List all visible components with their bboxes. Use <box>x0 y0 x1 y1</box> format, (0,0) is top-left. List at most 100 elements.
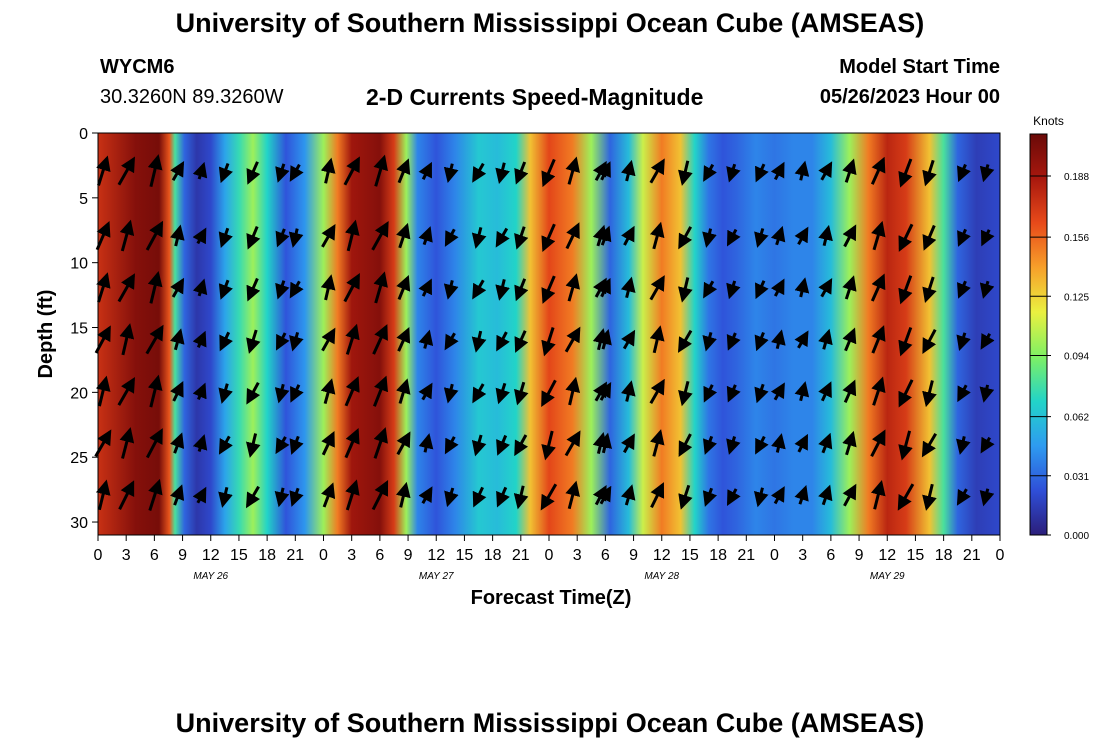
current-vector-arrow <box>218 435 233 455</box>
current-vector-arrow <box>649 221 665 250</box>
colorbar-tick-label: 0.000 <box>1064 531 1089 542</box>
current-vector-arrow <box>192 278 208 297</box>
current-vector-arrow <box>396 222 411 249</box>
current-vector-arrow <box>289 435 304 455</box>
current-vector-arrow <box>870 273 886 302</box>
current-vector-arrow <box>980 333 995 350</box>
current-vector-arrow <box>540 483 558 511</box>
current-vector-arrow <box>871 220 886 251</box>
current-vector-arrow <box>321 223 336 248</box>
current-vector-arrow <box>754 331 769 352</box>
current-vector-arrow <box>148 478 163 511</box>
current-vector-arrow <box>245 485 261 509</box>
current-vector-arrow <box>755 163 769 183</box>
current-vector-arrow <box>898 223 914 252</box>
current-vector-arrow <box>565 156 580 185</box>
current-vector-arrow <box>145 324 164 355</box>
colorbar: Knots 0.000 0.031 0.062 0.094 0.125 0.156 0.188 <box>1029 114 1089 542</box>
current-vector-arrow <box>771 433 786 453</box>
current-vector-arrow <box>472 486 487 508</box>
current-vector-arrow <box>373 154 388 187</box>
current-vector-arrow <box>371 480 389 511</box>
speed-field <box>98 133 1000 535</box>
current-vector-arrow <box>794 485 809 505</box>
current-vector-arrow <box>418 433 434 453</box>
current-vector-arrow <box>170 224 185 247</box>
current-vector-arrow <box>443 163 459 184</box>
current-vector-arrow <box>621 225 635 246</box>
current-vector-arrow <box>922 276 937 304</box>
day-label: MAY 27 <box>419 571 454 582</box>
current-vector-arrow <box>620 484 636 506</box>
current-vector-arrow <box>754 228 769 248</box>
current-vector-arrow <box>118 480 135 510</box>
x-tick-label: 9 <box>629 547 638 564</box>
current-vector-arrow <box>192 330 207 349</box>
current-vector-arrow <box>514 161 529 185</box>
current-vector-arrow <box>649 158 665 184</box>
current-vector-arrow <box>289 280 304 299</box>
colorbar-tick-label: 0.156 <box>1064 233 1089 244</box>
current-vector-arrow <box>274 383 290 404</box>
current-vector-arrow <box>192 434 208 452</box>
current-vectors <box>94 154 995 511</box>
x-tick-label: 18 <box>258 547 276 564</box>
x-tick-label: 0 <box>996 547 1005 564</box>
current-vector-arrow <box>842 224 857 248</box>
current-vector-arrow <box>794 381 810 402</box>
current-vector-arrow <box>979 280 995 299</box>
x-tick-label: 21 <box>286 547 304 564</box>
x-tick-label: 9 <box>855 547 864 564</box>
current-vector-arrow <box>565 222 580 250</box>
current-vector-arrow <box>564 326 581 353</box>
current-vector-arrow <box>418 382 433 401</box>
current-vector-arrow <box>755 280 769 300</box>
current-vector-arrow <box>289 487 304 507</box>
current-vector-arrow <box>794 277 810 298</box>
current-vector-arrow <box>818 224 833 247</box>
current-vector-arrow <box>979 488 995 507</box>
current-vector-arrow <box>275 163 290 183</box>
current-vector-arrow <box>702 331 717 352</box>
current-vector-arrow <box>922 224 937 251</box>
current-vector-arrow <box>541 223 556 252</box>
current-vector-arrow <box>96 272 111 303</box>
x-tick-label: 6 <box>150 547 159 564</box>
current-vector-arrow <box>957 280 971 299</box>
current-vector-arrow <box>345 323 360 355</box>
current-vector-arrow <box>649 429 665 457</box>
current-vector-arrow <box>597 485 612 505</box>
current-vector-arrow <box>344 376 360 407</box>
current-vector-arrow <box>771 329 786 350</box>
current-vector-arrow <box>513 485 529 510</box>
x-axis: 0 3 6 9 12 15 18 21 0 3 6 9 12 15 18 21 0 3 6 9 12 15 18 21 0 3 6 9… <box>94 535 1005 582</box>
current-vector-arrow <box>321 327 336 352</box>
current-vector-arrow <box>321 482 336 508</box>
current-vector-arrow <box>373 375 388 407</box>
current-vector-arrow <box>956 436 971 455</box>
current-vector-arrow <box>192 382 207 400</box>
current-vector-arrow <box>703 163 718 182</box>
current-vector-arrow <box>396 275 411 300</box>
current-vector-arrow <box>418 226 433 246</box>
chart-title: University of Southern Mississippi Ocean… <box>175 8 925 38</box>
current-vector-arrow <box>496 486 510 508</box>
current-vector-arrow <box>170 484 185 506</box>
current-vector-arrow <box>753 487 769 508</box>
current-vector-arrow <box>794 330 809 349</box>
current-vector-arrow <box>649 275 665 301</box>
current-vector-arrow <box>320 274 336 301</box>
current-vector-arrow <box>496 434 510 456</box>
current-vector-arrow <box>218 383 233 404</box>
current-vector-arrow <box>496 331 510 352</box>
x-tick-label: 9 <box>178 547 187 564</box>
current-vector-arrow <box>677 329 693 353</box>
current-vector-arrow <box>344 428 360 459</box>
current-vector-arrow <box>564 430 581 457</box>
current-vector-arrow <box>514 330 529 353</box>
current-vector-arrow <box>495 382 510 405</box>
current-vector-arrow <box>321 430 335 456</box>
x-tick-label: 18 <box>709 547 727 564</box>
current-vector-arrow <box>678 433 693 457</box>
current-vector-arrow <box>678 277 693 303</box>
